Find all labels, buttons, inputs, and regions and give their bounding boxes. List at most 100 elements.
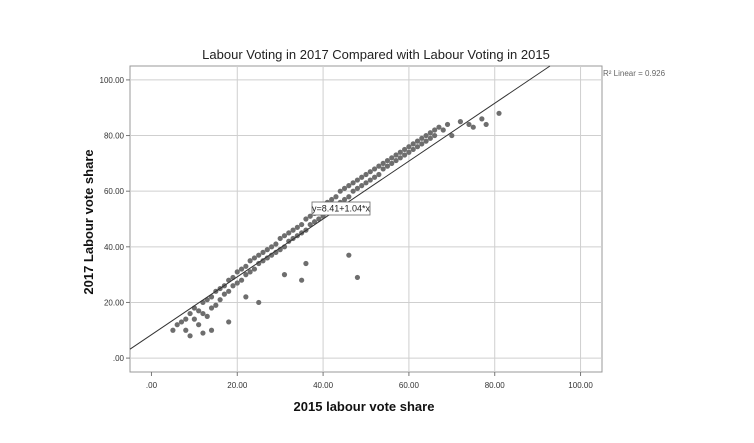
x-tick-label: 100.00 xyxy=(568,381,593,390)
data-point xyxy=(256,252,262,258)
data-point xyxy=(449,132,455,139)
x-axis-label: 2015 labour vote share xyxy=(294,399,435,414)
data-point xyxy=(402,152,408,158)
data-point xyxy=(350,180,356,186)
data-point xyxy=(389,155,395,161)
data-point xyxy=(200,310,206,317)
data-point xyxy=(406,149,412,155)
data-point xyxy=(367,169,373,175)
data-point xyxy=(316,216,322,222)
data-point xyxy=(286,230,292,236)
y-tick-label: 80.00 xyxy=(104,132,125,141)
data-point xyxy=(419,135,425,141)
data-point xyxy=(457,119,463,125)
data-point xyxy=(329,196,335,203)
data-point xyxy=(354,274,361,281)
fit-equation-label: y=8.41+1.04*x xyxy=(311,201,371,216)
data-point xyxy=(281,233,288,239)
y-tick-label: 40.00 xyxy=(104,243,125,252)
data-point xyxy=(397,149,403,155)
data-point xyxy=(354,185,361,191)
y-tick-label: 20.00 xyxy=(104,298,125,307)
data-point xyxy=(247,269,253,275)
data-point xyxy=(243,272,249,278)
data-point xyxy=(479,116,485,122)
data-point xyxy=(178,319,185,325)
data-point xyxy=(208,327,215,333)
data-point xyxy=(389,160,395,166)
data-point xyxy=(256,299,262,306)
y-axis-ticks: .00 20.00 40.00 60.00 80.00 100.00 xyxy=(100,76,130,363)
data-point xyxy=(436,124,442,130)
data-point xyxy=(183,327,189,333)
data-point xyxy=(427,130,433,136)
plot-area xyxy=(129,65,603,373)
data-point xyxy=(363,180,369,186)
data-point xyxy=(423,132,429,139)
x-axis-ticks: .00 20.00 40.00 60.00 80.00 100.00 xyxy=(146,372,593,390)
data-point xyxy=(213,302,219,308)
data-point xyxy=(432,132,438,139)
data-point xyxy=(273,241,279,247)
data-point xyxy=(393,157,399,164)
data-point xyxy=(410,146,416,153)
data-point xyxy=(440,127,446,133)
data-point xyxy=(191,316,197,322)
data-point xyxy=(170,327,176,333)
data-point xyxy=(277,235,283,242)
data-point xyxy=(243,294,249,300)
r-squared-label: R² Linear = 0.926 xyxy=(603,69,666,78)
data-point xyxy=(243,263,249,269)
data-point xyxy=(470,124,476,130)
data-point xyxy=(367,177,373,183)
y-tick-label: 60.00 xyxy=(104,187,125,196)
data-point xyxy=(174,322,180,328)
data-point xyxy=(187,333,193,339)
data-point xyxy=(269,252,275,258)
data-point xyxy=(196,308,202,314)
data-point xyxy=(256,260,262,267)
x-tick-label: 80.00 xyxy=(485,381,506,390)
fit-equation-text: y=8.41+1.04*x xyxy=(312,204,371,214)
data-point xyxy=(269,244,275,250)
data-point xyxy=(414,138,421,144)
data-point xyxy=(294,224,300,230)
data-point xyxy=(196,322,202,328)
y-tick-label: 100.00 xyxy=(100,76,125,85)
data-point xyxy=(384,157,391,164)
data-point xyxy=(466,121,472,128)
data-point xyxy=(221,291,227,297)
data-point xyxy=(380,160,386,166)
y-axis-label: 2017 Labour vote share xyxy=(81,149,96,294)
data-point xyxy=(346,183,352,189)
data-point xyxy=(303,260,309,267)
data-point xyxy=(419,141,425,147)
data-point xyxy=(264,255,270,261)
data-point xyxy=(200,330,206,336)
data-point xyxy=(183,316,189,322)
data-point xyxy=(217,297,223,303)
data-point xyxy=(354,177,361,183)
data-point xyxy=(290,227,296,233)
y-tick-label: .00 xyxy=(113,354,125,363)
x-tick-label: 40.00 xyxy=(313,381,334,390)
data-point xyxy=(226,288,232,294)
data-point xyxy=(251,266,258,272)
data-point xyxy=(483,121,489,128)
data-point xyxy=(346,252,352,258)
data-point xyxy=(187,310,193,317)
data-point xyxy=(311,219,318,225)
x-tick-label: 20.00 xyxy=(227,381,248,390)
data-point xyxy=(350,188,356,194)
x-tick-label: .00 xyxy=(146,381,158,390)
data-point xyxy=(371,166,378,172)
data-point xyxy=(234,280,240,286)
data-point xyxy=(427,135,433,141)
data-point xyxy=(234,269,240,275)
data-point xyxy=(299,221,305,228)
data-point xyxy=(496,110,502,116)
data-point xyxy=(414,144,421,150)
data-point xyxy=(384,163,391,169)
data-point xyxy=(406,144,412,150)
